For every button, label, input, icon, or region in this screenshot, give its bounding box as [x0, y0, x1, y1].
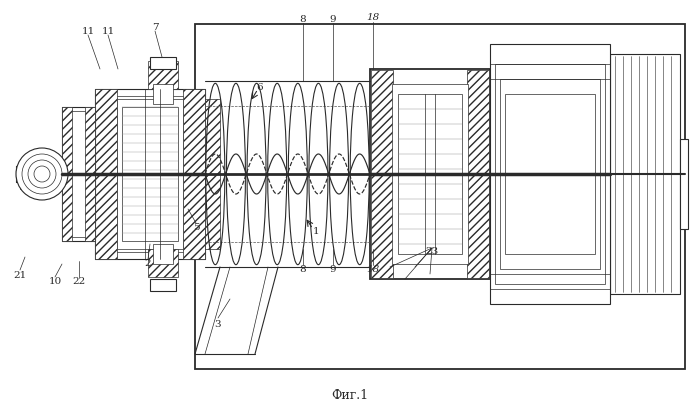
- Bar: [150, 279, 176, 291]
- Bar: [95, 90, 117, 259]
- Bar: [122, 108, 178, 241]
- Bar: [467, 71, 489, 278]
- Bar: [500, 80, 600, 270]
- Bar: [65, 112, 92, 237]
- Text: 8: 8: [300, 265, 307, 274]
- Text: 5: 5: [193, 223, 200, 232]
- Bar: [150, 58, 176, 70]
- Text: 22: 22: [72, 277, 85, 286]
- Text: 11: 11: [81, 27, 94, 36]
- Text: 18: 18: [366, 13, 379, 22]
- Text: 18: 18: [366, 265, 379, 274]
- Text: 9: 9: [330, 265, 336, 274]
- Bar: [85, 108, 95, 241]
- Text: 11: 11: [102, 27, 115, 36]
- Bar: [20, 160, 42, 189]
- Bar: [495, 65, 605, 284]
- Text: 6: 6: [257, 83, 263, 92]
- Bar: [195, 25, 685, 369]
- Text: 8: 8: [300, 16, 307, 25]
- Bar: [100, 97, 200, 252]
- Bar: [392, 85, 468, 264]
- Text: 9: 9: [330, 16, 336, 25]
- Text: 21: 21: [13, 270, 27, 279]
- Bar: [398, 95, 462, 254]
- Bar: [62, 108, 95, 241]
- Bar: [95, 90, 205, 259]
- Text: 3: 3: [215, 320, 221, 329]
- Text: 2: 2: [145, 259, 151, 268]
- Bar: [370, 70, 490, 279]
- Bar: [205, 100, 220, 249]
- Circle shape: [16, 148, 68, 200]
- Text: 10: 10: [48, 277, 62, 286]
- Bar: [610, 55, 680, 294]
- Bar: [680, 139, 688, 229]
- Text: Фиг.1: Фиг.1: [331, 389, 369, 402]
- Bar: [62, 108, 72, 241]
- Bar: [148, 62, 178, 90]
- Text: 1: 1: [313, 227, 319, 236]
- Bar: [371, 71, 393, 278]
- Bar: [153, 245, 173, 264]
- Bar: [117, 100, 183, 249]
- Bar: [183, 90, 205, 259]
- Bar: [505, 95, 595, 254]
- Text: 23: 23: [426, 247, 439, 256]
- Bar: [148, 249, 178, 277]
- Bar: [153, 85, 173, 105]
- Bar: [490, 45, 610, 304]
- Text: 7: 7: [152, 23, 158, 32]
